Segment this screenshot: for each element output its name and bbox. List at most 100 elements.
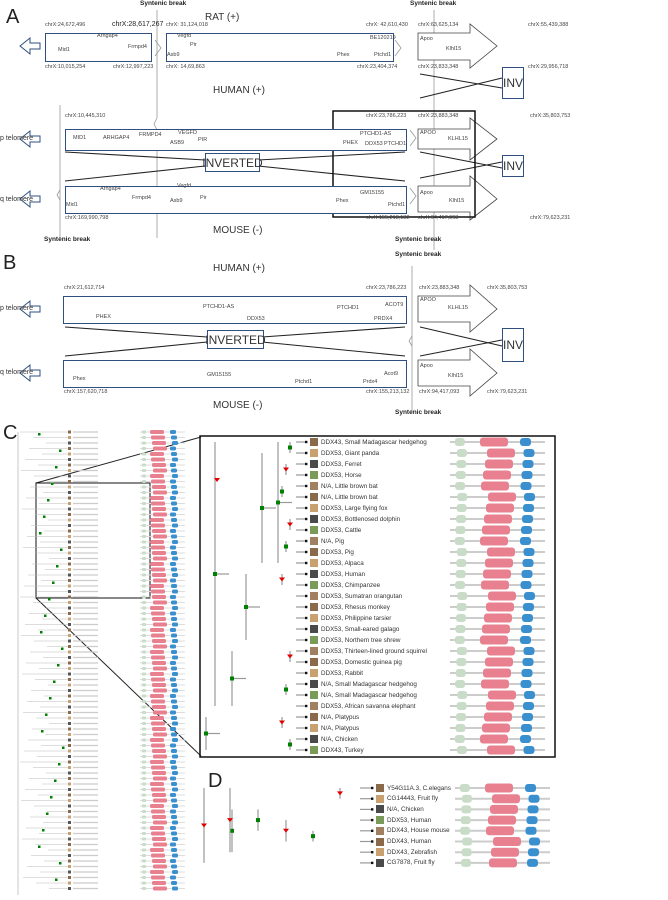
domain-pink bbox=[152, 441, 166, 445]
leaf-label: DDX53, Thirteen-lined ground squirrel bbox=[321, 647, 427, 655]
species-photo-icon bbox=[68, 837, 71, 841]
species-human: HUMAN (+) bbox=[213, 85, 265, 96]
domain-pink bbox=[483, 668, 511, 678]
domain-blue bbox=[172, 622, 178, 627]
domain-blue bbox=[170, 430, 176, 434]
tree-leaf: DDX53, Rabbit bbox=[310, 668, 363, 678]
leaf-marker bbox=[305, 517, 308, 521]
leaf-marker bbox=[305, 473, 308, 477]
domain-blue bbox=[170, 694, 176, 698]
coord: chrX:169,990,798 bbox=[65, 215, 109, 221]
domain-green bbox=[142, 661, 146, 665]
domain-green bbox=[142, 837, 146, 841]
domain-blue bbox=[528, 848, 539, 857]
leaf-label: CG14443, Fruit fly bbox=[387, 795, 439, 803]
domain-green bbox=[142, 744, 146, 747]
domain-green bbox=[142, 535, 146, 538]
species-human: HUMAN (+) bbox=[213, 263, 265, 274]
gene-label: Mid1 bbox=[66, 202, 78, 208]
domain-green bbox=[142, 485, 146, 489]
domain-pink bbox=[486, 826, 514, 836]
leaf-label: DDX43, Small Madagascar hedgehog bbox=[321, 438, 427, 446]
gene-label: Arhgap4 bbox=[97, 33, 118, 39]
duplication-node-icon bbox=[279, 720, 285, 725]
domain-blue bbox=[170, 842, 176, 847]
domain-pink bbox=[152, 881, 166, 885]
leaf-label: DDX53, Sumatran orangutan bbox=[321, 592, 403, 600]
species-photo-icon bbox=[68, 788, 71, 791]
leaf-marker bbox=[371, 861, 374, 865]
domain-green bbox=[457, 691, 468, 699]
species-photo-icon bbox=[310, 625, 318, 633]
speciation-node-icon bbox=[55, 466, 58, 469]
coord: chrX: 42,610,430 bbox=[366, 22, 408, 28]
domain-green bbox=[142, 881, 146, 885]
coord: chrX:155,213,132 bbox=[366, 215, 410, 221]
species-photo-icon bbox=[376, 816, 384, 825]
domain-green bbox=[142, 441, 146, 445]
panel-label-c: C bbox=[3, 422, 18, 444]
leaf-label: DDX43, Human bbox=[387, 838, 432, 845]
domain-blue bbox=[171, 699, 177, 704]
domain-pink bbox=[488, 492, 516, 502]
tree-leaf: DDX53, Bottlenosed dolphin bbox=[310, 514, 400, 524]
domain-blue bbox=[172, 589, 178, 594]
domain-pink bbox=[151, 875, 165, 880]
leaf-marker bbox=[305, 627, 308, 631]
domain-pink bbox=[151, 787, 165, 792]
tree-leaf: DDX53, Domestic guinea pig bbox=[310, 657, 402, 667]
leaf-marker bbox=[371, 818, 374, 822]
domain-pink bbox=[151, 721, 165, 726]
domain-green bbox=[142, 826, 146, 830]
domain-green bbox=[142, 705, 146, 709]
tree-leaf: DDX53, Thirteen-lined ground squirrel bbox=[310, 646, 427, 656]
leaf-marker bbox=[305, 671, 308, 675]
speciation-node-icon bbox=[58, 763, 61, 766]
domain-pink bbox=[152, 859, 166, 863]
domain-pink bbox=[152, 683, 166, 687]
leaf-marker bbox=[305, 484, 308, 488]
domain-green bbox=[455, 724, 466, 732]
domain-pink bbox=[151, 633, 165, 638]
domain-blue bbox=[524, 493, 535, 501]
domain-pink bbox=[153, 842, 167, 847]
domain-pink bbox=[488, 690, 516, 700]
domain-blue bbox=[522, 559, 534, 567]
panel-label-b: B bbox=[3, 252, 17, 274]
domain-blue bbox=[171, 501, 177, 506]
species-photo-icon bbox=[310, 581, 318, 589]
domain-green bbox=[455, 526, 466, 534]
domain-green bbox=[142, 639, 146, 643]
domain-pink bbox=[150, 606, 164, 610]
domain-blue bbox=[171, 435, 177, 440]
domain-green bbox=[142, 716, 146, 720]
leaf-marker bbox=[305, 704, 308, 708]
domain-pink bbox=[480, 734, 508, 744]
domain-green bbox=[142, 799, 146, 802]
domain-pink bbox=[484, 613, 512, 623]
domain-green bbox=[456, 614, 466, 622]
domain-pink bbox=[150, 716, 164, 720]
domain-blue bbox=[171, 600, 177, 605]
species-photo-icon bbox=[68, 447, 71, 450]
domain-green bbox=[142, 793, 146, 797]
species-photo-icon bbox=[310, 669, 318, 677]
leaf-label: N/A, Small Madagascar hedgehog bbox=[321, 680, 417, 688]
domain-green bbox=[142, 551, 146, 555]
domain-pink bbox=[480, 536, 508, 546]
domain-pink bbox=[151, 567, 165, 572]
domain-green bbox=[142, 557, 146, 560]
coord: chrX:23,883,348 bbox=[419, 285, 460, 291]
gene-label: PHEX bbox=[343, 140, 358, 146]
species-photo-icon bbox=[68, 744, 71, 747]
species-photo-icon bbox=[310, 526, 318, 534]
p-telomere-label: p telomere bbox=[0, 135, 34, 142]
domain-blue bbox=[523, 548, 535, 556]
domain-pink bbox=[150, 650, 164, 654]
gene-label: Vegfd bbox=[177, 33, 192, 39]
domain-blue bbox=[172, 853, 178, 858]
domain-pink bbox=[152, 815, 166, 819]
domain-blue bbox=[171, 716, 177, 720]
domain-pink bbox=[486, 701, 514, 711]
domain-green bbox=[454, 735, 465, 743]
